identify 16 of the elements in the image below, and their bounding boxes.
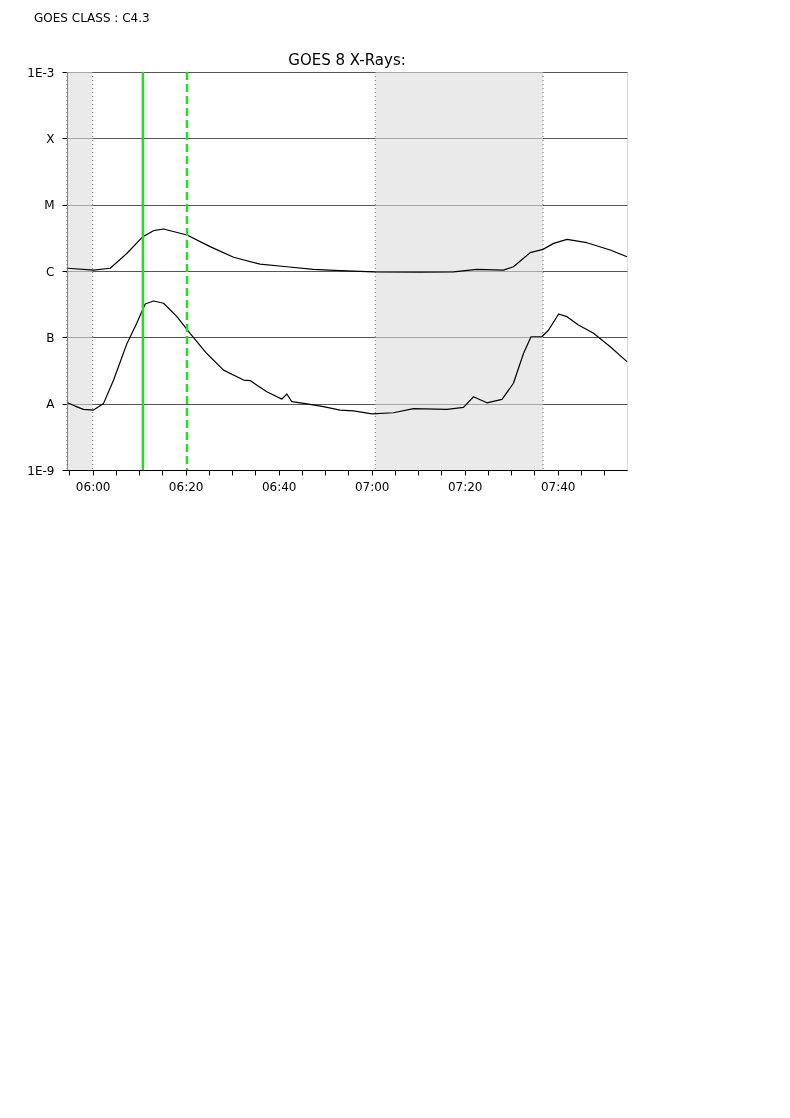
text: GOES CLASS : C4.3: [34, 11, 150, 25]
y-tick-label: 1E-3: [27, 65, 55, 80]
y-tick-label: M: [44, 198, 55, 213]
x-tick-label: 06:00: [75, 479, 111, 494]
y-tick-label: C: [46, 264, 55, 279]
x-tick-label: 07:20: [447, 479, 483, 494]
x-tick-label: 06:20: [168, 479, 204, 494]
x-tick-label: 06:40: [261, 479, 297, 494]
y-tick-label: B: [46, 330, 55, 345]
y-tick-label: X: [46, 131, 55, 146]
line-series: [66, 228, 628, 273]
x-tick-label: 07:00: [354, 479, 390, 494]
x-tick-label: 07:40: [540, 479, 576, 494]
chart-title: GOES 8 X-Rays:: [288, 51, 406, 69]
y-tick-label: 1E-9: [27, 463, 55, 478]
y-tick-label: A: [46, 397, 56, 412]
